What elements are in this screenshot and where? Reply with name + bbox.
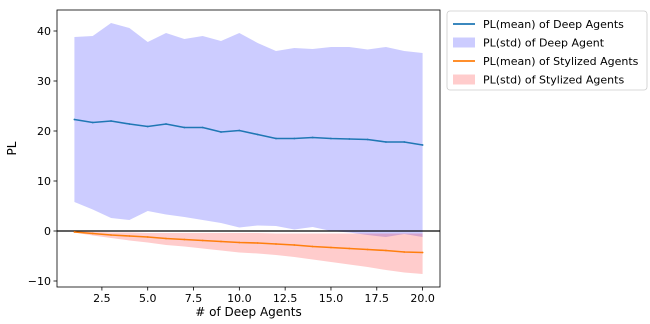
data-point [385, 249, 387, 252]
data-point [238, 241, 241, 244]
y-tick-label: −10 [28, 275, 51, 288]
std-bands [74, 23, 423, 274]
data-point [348, 138, 351, 140]
data-point [73, 118, 76, 121]
data-point [110, 120, 112, 122]
data-point [275, 137, 277, 140]
data-point [146, 236, 149, 238]
data-point [256, 133, 259, 136]
x-tick-label: 7.5 [185, 292, 203, 305]
x-tick-label: 5.0 [139, 292, 157, 305]
data-point [330, 246, 332, 249]
y-tick-label: 20 [37, 125, 51, 138]
data-point [403, 141, 406, 143]
axes-frame [56, 9, 441, 288]
data-point [238, 129, 241, 132]
x-tick-label: 20.0 [410, 292, 435, 305]
x-axis-ticks: 2.5 5.0 7.5 10.0 12.5 15.0 17.5 20.0 [93, 287, 435, 305]
mean-line-2 [74, 231, 423, 254]
data-point [165, 123, 167, 125]
data-point [201, 239, 204, 242]
legend-frame [446, 10, 648, 91]
y-tick-label: 10 [37, 175, 51, 188]
data-point [330, 137, 332, 140]
data-point [220, 131, 222, 133]
legend-label: PL(std) of Deep Agent [483, 37, 605, 50]
mean-line-0 [74, 118, 423, 146]
data-point [311, 136, 314, 139]
data-point [256, 242, 259, 244]
x-tick-label: 17.5 [365, 292, 390, 305]
legend-item: PL(std) of Deep Agent [453, 37, 605, 50]
legend-swatch [453, 74, 475, 85]
data-point [146, 125, 149, 128]
data-point [183, 238, 186, 241]
mean-lines [73, 118, 424, 254]
data-point [293, 244, 296, 246]
legend-item: PL(std) of Stylized Agents [453, 74, 624, 87]
x-axis-label: # of Deep Agents [195, 305, 301, 319]
data-point [403, 251, 406, 253]
x-tick-label: 15.0 [319, 292, 344, 305]
data-point [421, 251, 424, 254]
data-point [366, 138, 369, 141]
data-point [201, 126, 204, 129]
std-band-1 [74, 23, 423, 237]
legend: PL(mean) of Deep Agents PL(std) of Deep A… [446, 10, 648, 91]
legend-label: PL(mean) of Deep Agents [483, 18, 624, 31]
data-point [348, 247, 351, 250]
legend-item: PL(mean) of Stylized Agents [453, 55, 639, 68]
x-tick-label: 12.5 [273, 292, 298, 305]
y-tick-label: 40 [37, 25, 51, 38]
data-point [421, 144, 424, 146]
x-tick-label: 2.5 [93, 292, 111, 305]
data-point [293, 137, 296, 140]
y-tick-label: 30 [37, 75, 51, 88]
y-axis-label: PL [5, 141, 19, 155]
legend-swatch [453, 37, 475, 48]
data-point [128, 123, 131, 125]
legend-label: PL(std) of Stylized Agents [483, 74, 624, 87]
legend-items: PL(mean) of Deep Agents PL(std) of Deep A… [453, 18, 639, 87]
legend-item: PL(mean) of Deep Agents [453, 18, 624, 31]
data-point [311, 245, 314, 248]
data-point [128, 235, 131, 237]
data-point [91, 232, 94, 235]
data-point [275, 243, 277, 245]
data-point [91, 121, 94, 124]
data-point [110, 234, 112, 236]
y-axis-ticks: −10 0 10 20 30 40 [28, 25, 57, 288]
x-tick-label: 10.0 [227, 292, 252, 305]
data-point [366, 248, 369, 251]
data-point [220, 240, 222, 243]
data-point [385, 141, 387, 143]
y-tick-label: 0 [44, 225, 51, 238]
data-point [73, 231, 76, 233]
std-band-3 [74, 231, 423, 274]
data-point [165, 237, 167, 240]
data-point [183, 126, 186, 129]
legend-label: PL(mean) of Stylized Agents [483, 55, 639, 68]
